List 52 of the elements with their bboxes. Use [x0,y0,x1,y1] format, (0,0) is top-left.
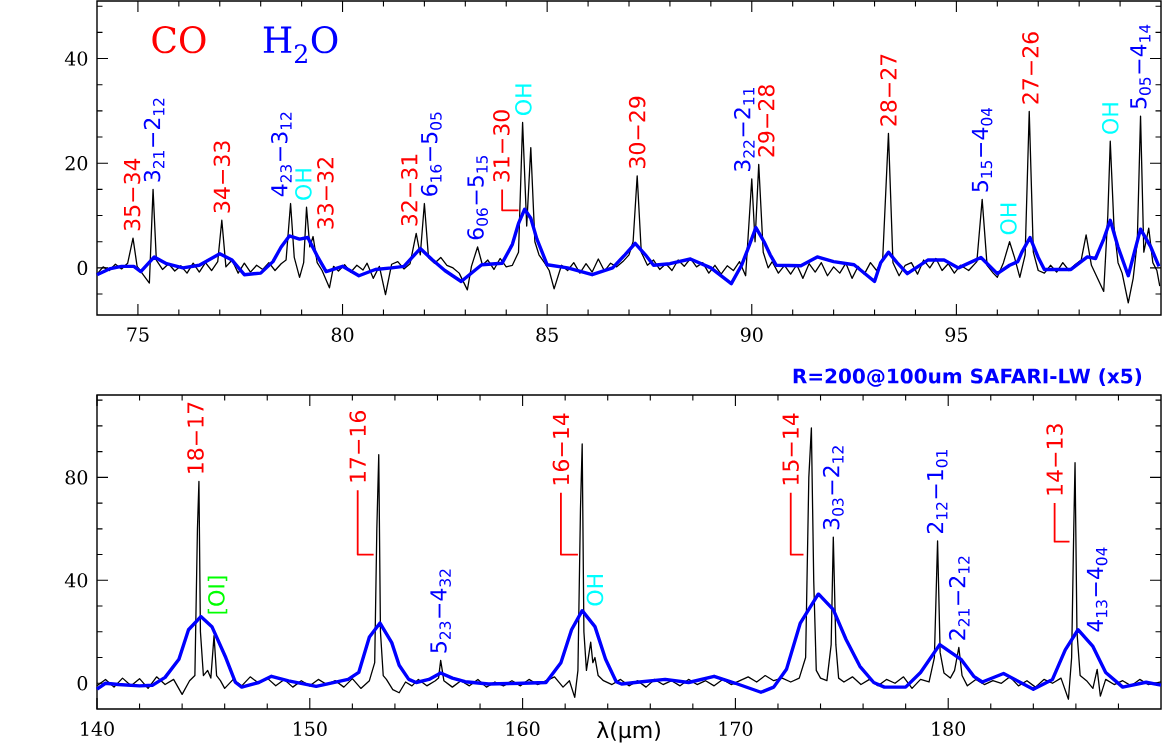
annotation: 18−17 [187,402,204,473]
x-tick-label: 95 [945,327,967,342]
annotation: 28−27 [880,54,897,126]
annotation: 35−34 [123,158,141,231]
y-tick-label: 40 [64,573,88,588]
x-axis-title: λ(μm) [596,721,660,743]
annotation: OH [295,169,312,200]
annotation: 5$_{15}$−4$_{04}$ [971,107,993,192]
annotation: 31−30 [493,110,510,182]
annotation: 17−16 [349,411,367,482]
annotation: 30−29 [628,96,646,168]
x-tick-label: 180 [932,721,966,736]
x-tick-label: 170 [719,721,753,736]
annotation: 6$_{06}$−5$_{15}$ [467,155,488,240]
annotation: 4$_{13}$−4$_{04}$ [1086,547,1108,632]
annotation: 14−13 [1046,424,1063,495]
annotation: 33−32 [317,158,334,229]
annotation: 16−14 [552,413,570,485]
x-tick-label: 75 [127,327,149,342]
annotation: CO [152,26,206,54]
x-tick-label: 85 [536,327,558,342]
text: R=200@100um SAFARI-LW (x5) [793,368,1142,387]
x-tick-label: 80 [331,327,354,342]
x-tick-label: 140 [81,721,114,736]
annotation: 27−26 [1022,32,1039,104]
annotation: 29−28 [757,85,775,157]
annotation: 2$_{12}$−1$_{01}$ [926,450,948,534]
y-tick-label: 0 [77,676,88,691]
annotation: OH [515,84,532,115]
annotation: 32−31 [400,154,418,226]
y-tick-label: 20 [65,156,88,171]
annotation: 15−14 [782,413,799,485]
annotation: OH [1101,103,1119,134]
y-tick-label: 80 [65,470,88,485]
annotation: 3$_{22}$−2$_{11}$ [733,88,755,172]
annotation: 5$_{23}$−4$_{32}$ [430,569,451,653]
annotation: H$_{2}$O [263,26,338,63]
annotation: OH [586,574,604,606]
x-tick-label: 160 [506,721,540,736]
y-tick-label: 40 [64,51,88,66]
annotation: OH [1000,203,1017,235]
annotation: [OI] [207,576,228,614]
x-tick-label: 90 [740,327,763,342]
annotation: 5$_{05}$−4$_{14}$ [1130,24,1151,109]
y-tick-label: 0 [77,260,88,276]
annotation: 34−33 [213,141,231,213]
x-tick-label: 150 [293,721,327,736]
annotation: 3$_{03}$−2$_{12}$ [822,446,844,530]
annotation: 2$_{21}$−2$_{12}$ [948,556,970,640]
annotation: 3$_{21}$−2$_{12}$ [143,98,165,182]
annotation: 4$_{23}$−3$_{12}$ [270,112,292,197]
annotation: 6$_{16}$−5$_{05}$ [420,112,442,196]
